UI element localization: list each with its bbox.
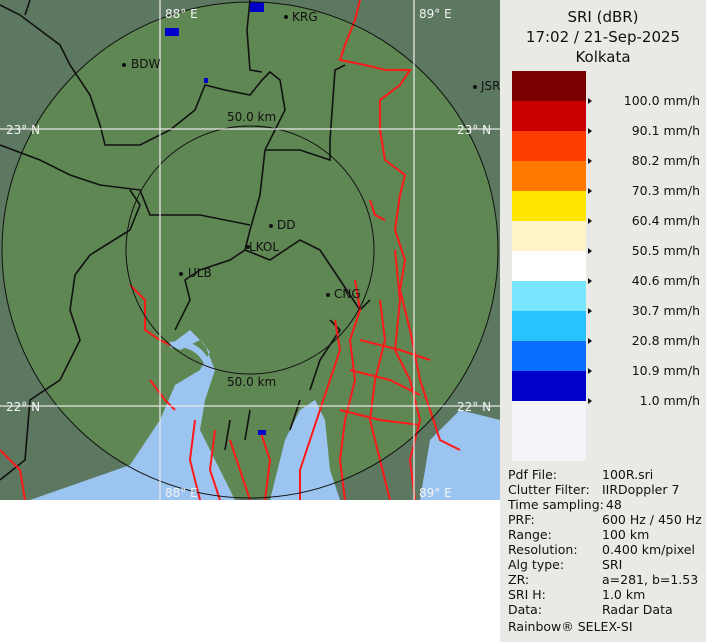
place-bdw: BDW xyxy=(131,57,160,71)
legend-label: 100.0 mm/h xyxy=(588,93,702,108)
bay-water xyxy=(30,330,500,500)
info-row: SRI H: 1.0 km xyxy=(508,587,645,602)
info-row: Alg type: SRI xyxy=(508,557,622,572)
site-name: Kolkata xyxy=(575,48,631,66)
range-rings xyxy=(1,1,499,499)
info-value: 600 Hz / 450 Hz xyxy=(602,512,702,527)
info-key: Alg type: xyxy=(508,557,565,572)
place-lkol: LKOL xyxy=(249,240,279,254)
legend-label: 1.0 mm/h xyxy=(588,393,702,408)
legend-swatch xyxy=(512,401,586,461)
legend-swatch xyxy=(512,221,586,251)
place-ulb: ULB xyxy=(188,266,212,280)
legend-swatch xyxy=(512,131,586,161)
legend-panel: SRI (dBR) 17:02 / 21-Sep-2025 Kolkata 10… xyxy=(500,0,706,642)
info-value: IIRDoppler 7 xyxy=(602,482,680,497)
lon-88-label-bottom: 88° E xyxy=(165,486,198,500)
info-value: SRI xyxy=(602,557,623,572)
ring-label-south: 50.0 km xyxy=(227,375,276,389)
legend-swatch xyxy=(512,281,586,311)
place-dd: DD xyxy=(277,218,295,232)
info-row: Resolution: 0.400 km/pixel xyxy=(508,542,695,557)
legend-label: 20.8 mm/h xyxy=(588,333,702,348)
lon-89-label-bottom: 89° E xyxy=(419,486,452,500)
place-cng: CNG xyxy=(334,287,361,301)
land-inside-range xyxy=(2,2,498,498)
info-row: Clutter Filter: IIRDoppler 7 xyxy=(508,482,679,497)
place-krg: KRG xyxy=(292,10,318,24)
lat-22-label-left: 22° N xyxy=(6,400,40,414)
legend-swatch xyxy=(512,251,586,281)
place-jsr: JSR xyxy=(480,79,500,93)
radar-echoes xyxy=(165,2,266,435)
lon-89-label: 89° E xyxy=(419,7,452,21)
district-borders xyxy=(0,0,371,481)
legend-swatch xyxy=(512,101,586,131)
legend-label: 90.1 mm/h xyxy=(588,123,702,138)
lat-lon-grid xyxy=(0,0,500,500)
legend-swatch xyxy=(512,341,586,371)
ring-label-north: 50.0 km xyxy=(227,110,276,124)
info-row: Range: 100 km xyxy=(508,527,649,542)
legend-label: 10.9 mm/h xyxy=(588,363,702,378)
info-value: 100R.sri xyxy=(602,467,654,482)
legend-label: 30.7 mm/h xyxy=(588,303,702,318)
lat-23-label-right: 23° N xyxy=(457,123,491,137)
info-key: Pdf File: xyxy=(508,467,557,482)
country-border xyxy=(0,0,461,500)
radar-map: 88° E 89° E 23° N 23° N 22° N 22° N 88° … xyxy=(0,0,500,500)
legend-label: 40.6 mm/h xyxy=(588,273,702,288)
info-value: 1.0 km xyxy=(602,587,646,602)
info-key: Data: xyxy=(508,602,543,617)
legend-swatch xyxy=(512,191,586,221)
info-row: Time sampling: 48 xyxy=(508,497,622,512)
info-key: Range: xyxy=(508,527,552,542)
lon-88-label: 88° E xyxy=(165,7,198,21)
info-row: Data: Radar Data xyxy=(508,602,673,617)
lat-22-label-right: 22° N xyxy=(457,400,491,414)
legend-label: 60.4 mm/h xyxy=(588,213,702,228)
river-hooghly xyxy=(169,341,214,432)
legend-swatch xyxy=(512,311,586,341)
info-row: Pdf File: 100R.sri xyxy=(508,467,653,482)
info-key: Resolution: xyxy=(508,542,578,557)
info-value: Radar Data xyxy=(602,602,673,617)
footer-brand: Rainbow® SELEX-SI xyxy=(508,619,633,634)
info-value: 100 km xyxy=(602,527,650,542)
legend-swatch xyxy=(512,371,586,401)
lat-23-label-left: 23° N xyxy=(6,123,40,137)
info-value: a=281, b=1.53 xyxy=(602,572,699,587)
info-key: Clutter Filter: xyxy=(508,482,590,497)
info-key: ZR: xyxy=(508,572,530,587)
info-row: ZR: a=281, b=1.53 xyxy=(508,572,698,587)
legend-swatch xyxy=(512,161,586,191)
info-row: PRF: 600 Hz / 450 Hz xyxy=(508,512,702,527)
info-key: SRI H: xyxy=(508,587,546,602)
legend-swatch xyxy=(512,71,586,101)
product-title: SRI (dBR) xyxy=(567,8,639,26)
legend-label: 50.5 mm/h xyxy=(588,243,702,258)
legend-label: 80.2 mm/h xyxy=(588,153,702,168)
info-key: PRF: xyxy=(508,512,535,527)
legend-label: 70.3 mm/h xyxy=(588,183,702,198)
info-value: 0.400 km/pixel xyxy=(602,542,695,557)
info-key: Time sampling: xyxy=(508,497,604,512)
product-datetime: 17:02 / 21-Sep-2025 xyxy=(525,28,681,46)
info-value: 48 xyxy=(605,497,622,512)
